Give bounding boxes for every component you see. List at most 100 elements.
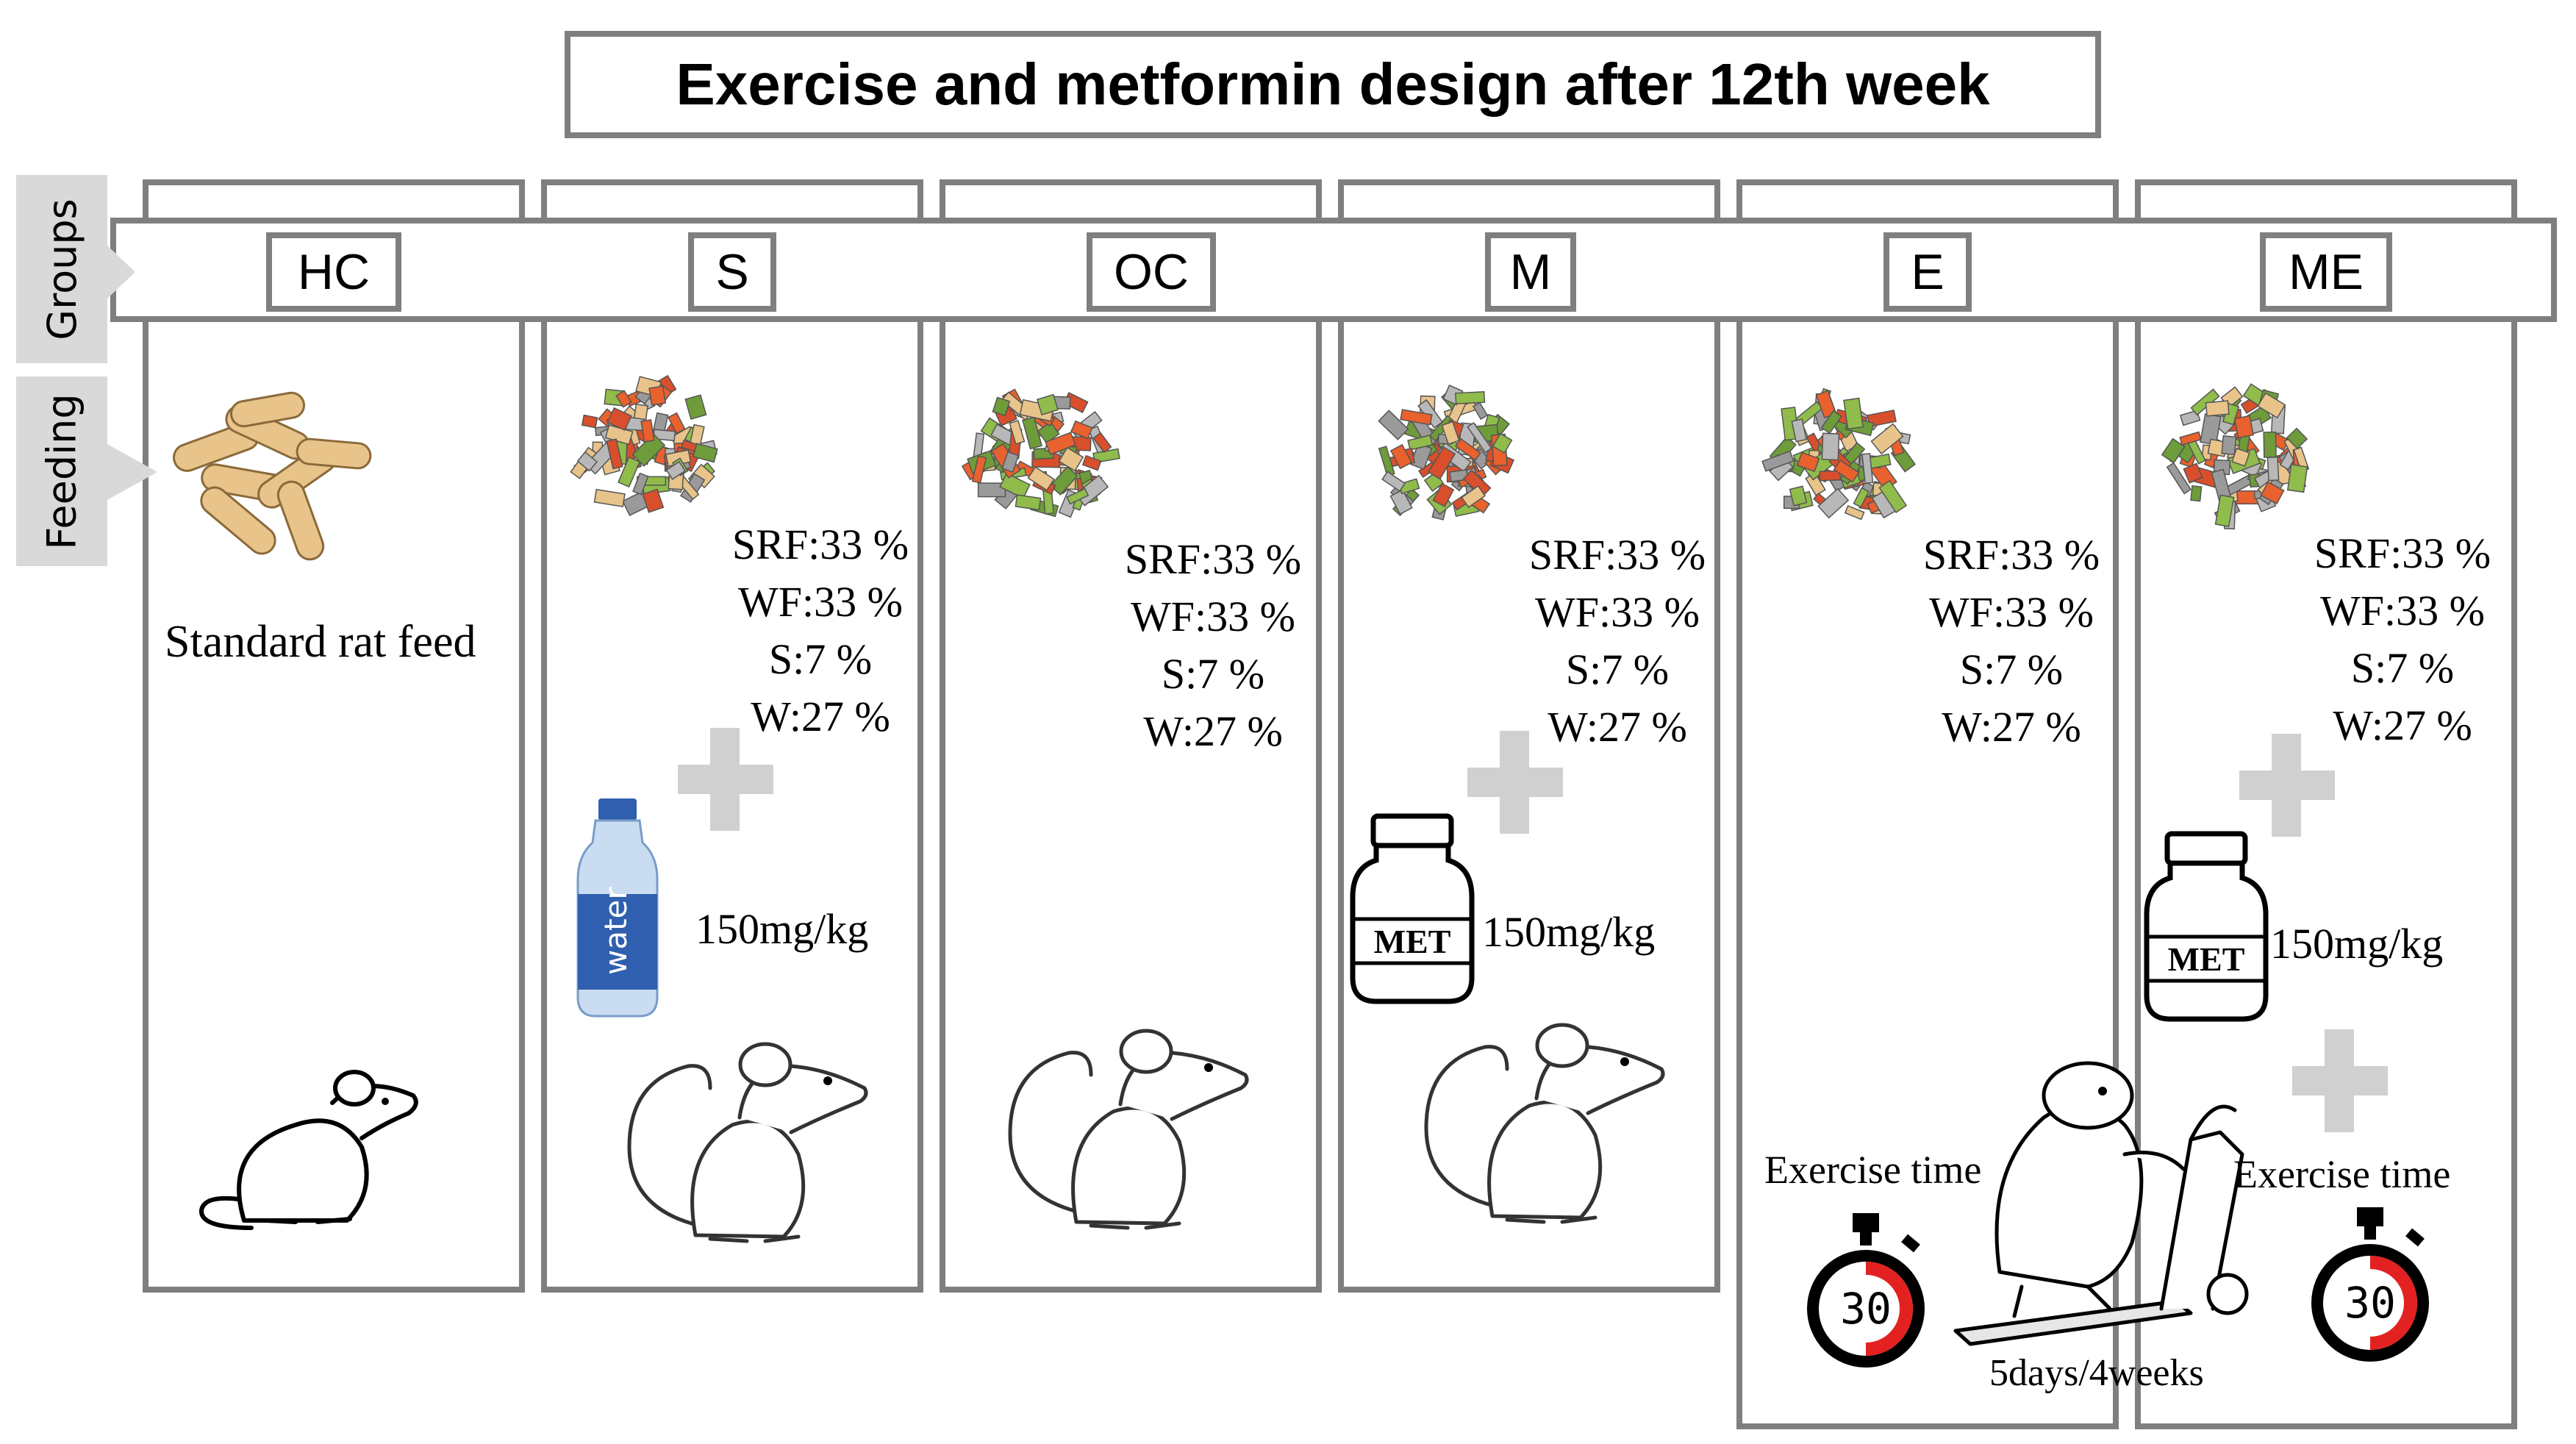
- water-bottle-label: water: [598, 887, 634, 975]
- diet-s: S:7 %: [1161, 650, 1265, 698]
- feed-piece: [2205, 400, 2230, 417]
- water-bottle-icon: water: [576, 798, 659, 1018]
- mixed-feed-icon-me: [2161, 383, 2310, 530]
- feed-piece: [971, 455, 987, 484]
- feed-piece: [2221, 435, 2237, 456]
- feed-piece: [1789, 485, 1808, 507]
- mixed-feed-icon-e: [1761, 387, 1917, 521]
- groups-band: [110, 218, 2557, 322]
- feed-piece: [1070, 420, 1093, 440]
- feed-piece: [1400, 409, 1433, 426]
- feeding-side-tab: Feeding: [16, 376, 107, 566]
- feed-piece: [581, 414, 598, 429]
- feed-piece: [1472, 401, 1489, 421]
- feed-piece: [1817, 487, 1850, 519]
- feed-piece: [2231, 447, 2250, 467]
- feed-piece: [633, 403, 648, 421]
- diet-wf: WF:33 %: [1929, 588, 2094, 636]
- met-jar-label: MET: [2168, 940, 2245, 978]
- diet-block-me: SRF:33 % WF:33 % S:7 % W:27 %: [2292, 525, 2513, 754]
- diet-block-s: SRF:33 % WF:33 % S:7 % W:27 %: [710, 516, 931, 746]
- feed-piece: [1036, 393, 1059, 416]
- feed-piece: [1820, 410, 1842, 435]
- feed-piece: [1049, 465, 1078, 496]
- stopwatch-text: 30: [1840, 1284, 1892, 1334]
- feed-piece: [1001, 451, 1020, 473]
- feed-piece: [632, 433, 666, 467]
- feed-piece: [1389, 443, 1413, 470]
- diet-s: S:7 %: [1565, 646, 1670, 693]
- feed-piece: [2214, 494, 2235, 527]
- feed-piece: [1407, 435, 1434, 451]
- rat-icon-hc: [199, 1070, 418, 1230]
- column-oc: [940, 179, 1322, 1293]
- met-jar-icon-me: MET: [2144, 831, 2269, 1022]
- feed-piece: [640, 419, 655, 443]
- groups-side-tab: Groups: [16, 175, 107, 363]
- stopwatch-icon-me: 30: [2311, 1207, 2429, 1362]
- feed-piece: [1492, 432, 1513, 454]
- feed-piece: [693, 443, 718, 463]
- group-label-m: M: [1485, 232, 1576, 312]
- feed-piece: [1843, 397, 1864, 430]
- diet-w: W:27 %: [1942, 703, 2081, 751]
- feed-piece: [665, 460, 687, 480]
- diet-wf: WF:33 %: [1535, 588, 1700, 636]
- feed-piece: [2183, 462, 2203, 484]
- feed-piece: [606, 438, 623, 470]
- diet-srf: SRF:33 %: [1124, 535, 1302, 583]
- treadmill-rat-icon: [1953, 1061, 2249, 1346]
- dose-m: 150mg/kg: [1482, 908, 1656, 956]
- exercise-label-e: Exercise time: [1764, 1148, 1982, 1192]
- feed-piece: [2257, 392, 2286, 419]
- met-jar-label: MET: [1374, 923, 1451, 960]
- mixed-feed-icon-oc: [961, 388, 1120, 518]
- feed-piece: [642, 488, 665, 513]
- rat-icon-s: [627, 1042, 868, 1243]
- feed-piece: [1455, 391, 1486, 404]
- feed-piece: [992, 396, 1011, 417]
- feed-piece: [1870, 423, 1904, 455]
- diet-srf: SRF:33 %: [1922, 531, 2100, 579]
- feed-piece: [684, 394, 707, 420]
- feed-piece: [1058, 446, 1084, 472]
- feed-piece: [1878, 479, 1908, 514]
- mixed-feed-icon-m: [1378, 385, 1514, 521]
- mixed-feed-icon-s: [570, 374, 718, 516]
- feed-piece: [1045, 432, 1076, 456]
- group-label-s: S: [688, 232, 776, 312]
- diet-s: S:7 %: [768, 635, 873, 683]
- stopwatch-icon-e: 30: [1807, 1213, 1925, 1368]
- diet-block-m: SRF:33 % WF:33 % S:7 % W:27 %: [1507, 526, 1728, 756]
- met-jar-icon-m: MET: [1350, 813, 1475, 1004]
- groups-arrow-icon: [107, 246, 135, 299]
- feed-piece: [999, 472, 1031, 499]
- plus-icon-me: [2239, 734, 2335, 837]
- diet-s: S:7 %: [1959, 646, 2064, 693]
- feed-piece: [1081, 454, 1102, 471]
- feed-piece: [1066, 487, 1090, 505]
- feed-piece: [668, 412, 686, 435]
- group-label-e: E: [1883, 232, 1972, 312]
- arrow-icons: [107, 246, 157, 500]
- feed-piece: [1791, 418, 1807, 443]
- exercise-label-me: Exercise time: [2233, 1152, 2451, 1196]
- group-label-oc: OC: [1087, 232, 1216, 312]
- feed-piece: [2266, 456, 2280, 482]
- feed-piece: [2286, 464, 2308, 493]
- diet-s: S:7 %: [2350, 644, 2455, 692]
- feed-piece: [1389, 489, 1413, 515]
- feed-piece: [1461, 485, 1486, 508]
- diet-wf: WF:33 %: [2320, 587, 2485, 635]
- diagram-title: Exercise and metformin design after 12th…: [565, 31, 2101, 138]
- feed-piece: [1867, 410, 1897, 428]
- hc-feed-text: Standard rat feed: [165, 617, 476, 667]
- diet-block-e: SRF:33 % WF:33 % S:7 % W:27 %: [1901, 526, 2122, 756]
- feed-piece: [2286, 427, 2308, 450]
- feed-piece: [1381, 471, 1406, 493]
- diet-w: W:27 %: [751, 693, 890, 740]
- feed-piece: [615, 390, 632, 408]
- stopwatch-text: 30: [2344, 1278, 2396, 1328]
- diet-srf: SRF:33 %: [731, 521, 909, 568]
